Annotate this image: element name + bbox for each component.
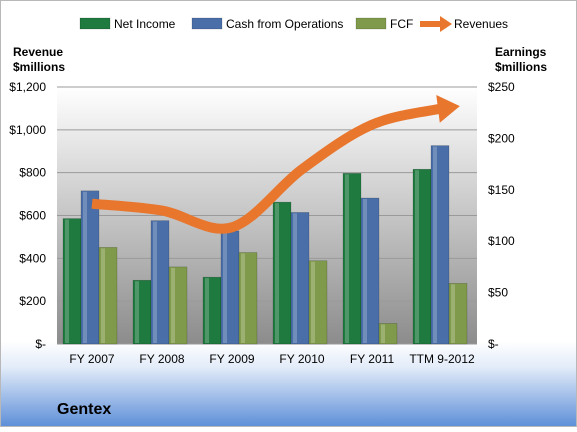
right-axis-tick-label: $- [488, 337, 499, 351]
bar-highlight [205, 278, 209, 343]
bar-highlight [293, 213, 297, 343]
bar-highlight [363, 199, 367, 343]
right-axis-tick-label: $100 [488, 234, 515, 248]
bar-highlight [381, 324, 385, 343]
revenues-line [91, 103, 444, 234]
bar-highlight [171, 267, 175, 343]
left-axis-tick-label: $1,000 [9, 123, 46, 137]
x-axis-category-label: FY 2008 [139, 352, 184, 366]
left-axis-tick-label: $200 [19, 294, 46, 308]
bars [62, 145, 468, 345]
bar-cash-from-operations [430, 145, 450, 345]
bar-highlight [65, 219, 69, 343]
bar-fcf [448, 283, 468, 345]
legend-swatch-net-income [79, 17, 111, 30]
legend-label: FCF [390, 17, 413, 31]
left-axis-tick-label: $1,200 [9, 80, 46, 94]
left-axis-title-line1: Revenue [13, 45, 63, 59]
bar-highlight [83, 191, 87, 343]
bar-highlight [415, 170, 419, 343]
left-axis-tick-label: $600 [19, 209, 46, 223]
x-axis-category-label: FY 2009 [209, 352, 254, 366]
legend-swatch-cash-from-operations [191, 17, 223, 30]
bar-highlight [241, 253, 245, 343]
bar-fcf [168, 266, 188, 345]
bar-highlight [223, 231, 227, 343]
bar-highlight [311, 261, 315, 343]
bar-highlight [101, 248, 105, 343]
bar-fcf [238, 252, 258, 345]
left-axis-title-line2: $millions [13, 60, 65, 74]
left-axis-tick-label: $800 [19, 166, 46, 180]
right-axis-title-line1: Earnings [495, 45, 547, 59]
right-axis-tick-label: $250 [488, 80, 515, 94]
bar-fcf [308, 260, 328, 345]
legend: Net Income Cash from Operations FCF Revenue… [79, 16, 508, 32]
legend-swatch-fcf [355, 17, 387, 30]
x-axis-category-label: FY 2007 [69, 352, 114, 366]
chart-title: Gentex [57, 401, 111, 418]
bar-fcf [98, 247, 118, 345]
x-axis-category-label: TTM 9-2012 [409, 352, 475, 366]
bar-cash-from-operations [360, 197, 380, 345]
x-axis-category-label: FY 2010 [279, 352, 324, 366]
legend-label: Cash from Operations [226, 17, 343, 31]
revenue-line-layer [91, 95, 460, 234]
right-axis-tick-label: $200 [488, 131, 515, 145]
left-axis-tick-label: $- [35, 337, 46, 351]
legend-label: Revenues [454, 17, 508, 31]
right-axis-tick-label: $150 [488, 183, 515, 197]
bar-highlight [451, 284, 455, 343]
gridlines [57, 86, 477, 345]
right-axis-tick-label: $50 [488, 286, 508, 300]
x-axis-category-label: FY 2011 [350, 352, 395, 366]
legend-arrow-revenues [440, 16, 452, 32]
bar-highlight [135, 281, 139, 343]
right-axis-title-line2: $millions [495, 60, 547, 74]
bar-highlight [345, 174, 349, 343]
bar-highlight [275, 203, 279, 343]
bar-highlight [153, 221, 157, 343]
left-axis-tick-label: $400 [19, 251, 46, 265]
revenues-arrowhead [436, 95, 460, 123]
bar-fcf [378, 323, 398, 345]
axes-text: $- $200 $400 $600 $800 $1,000 $1,200 $- $50 $100 $… [9, 80, 515, 366]
legend-label: Net Income [114, 17, 176, 31]
bar-highlight [433, 146, 437, 343]
